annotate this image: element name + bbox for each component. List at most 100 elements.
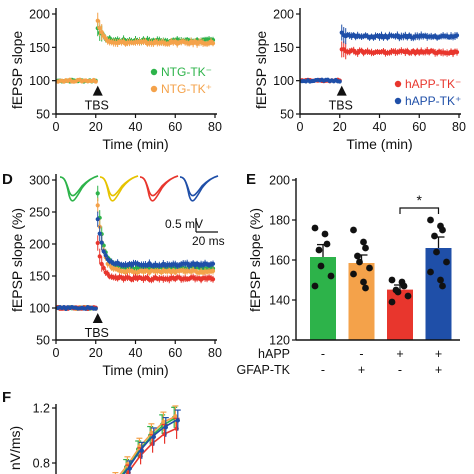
bar-0-point xyxy=(317,262,325,270)
series-0-point xyxy=(101,243,106,248)
y-tick-label: 100 xyxy=(273,74,294,88)
bar-0-point xyxy=(311,224,319,232)
series-3-point xyxy=(99,240,104,245)
bar-2-point xyxy=(388,276,396,284)
x-tick-label: 0 xyxy=(297,120,304,134)
series-2-point xyxy=(101,265,106,271)
y-tick-label: 100 xyxy=(29,302,50,316)
y-axis-label: nV/ms) xyxy=(7,426,23,470)
row-1-cell-3: + xyxy=(435,363,442,377)
x-tick-label: 60 xyxy=(168,346,182,360)
y-tick-label: 100 xyxy=(29,74,50,88)
y-tick-label: 180 xyxy=(269,214,290,228)
scalebar-h-label: 20 ms xyxy=(192,234,225,248)
tbs-arrow xyxy=(92,85,103,96)
bar-3-point xyxy=(437,276,444,284)
bar-3-point xyxy=(443,258,450,266)
bar-3-point xyxy=(431,232,438,240)
series-3-point xyxy=(175,418,180,423)
x-tick-label: 80 xyxy=(452,120,466,134)
bar-1-point xyxy=(366,264,373,272)
series-2-point xyxy=(105,271,110,276)
row-0-cell-2: + xyxy=(396,347,403,361)
legend-1-marker xyxy=(394,97,402,105)
x-tick-label: 40 xyxy=(129,120,143,134)
x-tick-label: 40 xyxy=(129,346,143,360)
series-1-point xyxy=(210,41,216,46)
bar-1-point xyxy=(350,270,357,278)
panel-letter: E xyxy=(246,171,256,188)
panel-e: 120 140 160 180 200 fEPSP slope (%) * hAPP - - + + G… xyxy=(237,171,460,377)
panel-top-right: 50 100 150 200 0 20 40 60 80 Time (min) fEPSP slop… xyxy=(253,8,466,153)
series-3-point xyxy=(103,253,108,258)
tbs-label: TBS xyxy=(85,99,109,113)
x-tick-label: 20 xyxy=(89,346,103,360)
tbs-label: TBS xyxy=(85,326,109,340)
legend-1-label: hAPP-TK⁺ xyxy=(405,94,461,108)
bar-3-point xyxy=(433,248,440,256)
bar-3-point xyxy=(427,268,434,276)
x-tick-label: 60 xyxy=(168,120,182,134)
x-axis-label: Time (min) xyxy=(102,136,168,152)
y-tick-label: 200 xyxy=(273,8,294,22)
panel-top-left: 50 100 150 200 0 20 40 60 80 Time (min) fEPSP slop… xyxy=(9,8,222,153)
y-tick-label: 50 xyxy=(280,108,294,122)
series-0-point xyxy=(454,49,460,55)
y-axis-label: fEPSP slope (%) xyxy=(247,208,263,312)
panel-f: 0.8 1.2 nV/ms) F xyxy=(2,389,181,474)
scalebar-v-label: 0.5 mV xyxy=(165,217,203,231)
y-tick-label: 50 xyxy=(36,334,50,348)
trace-3-pre xyxy=(179,175,219,197)
legend-0-marker xyxy=(150,68,158,76)
bar-0-point xyxy=(321,230,329,238)
series-2-point xyxy=(99,261,104,267)
trace-1-post xyxy=(99,175,139,202)
y-tick-label: 150 xyxy=(29,270,50,284)
x-tick-label: 80 xyxy=(208,346,222,360)
row-1-cell-0: - xyxy=(321,363,325,377)
series-1-point xyxy=(95,18,100,23)
series-1-point xyxy=(97,26,102,31)
y-tick-label: 150 xyxy=(29,41,50,55)
x-tick-label: 20 xyxy=(333,120,347,134)
series-1-point xyxy=(161,419,166,424)
row-0-cell-1: - xyxy=(359,347,363,361)
x-tick-label: 60 xyxy=(412,120,426,134)
bar-2-point xyxy=(388,298,396,306)
bar-1-point xyxy=(350,226,357,234)
series-3-point xyxy=(95,217,100,222)
bar-1-point xyxy=(362,244,369,252)
series-3-point xyxy=(97,231,102,236)
bar-1-point xyxy=(360,238,367,246)
bar-2-point xyxy=(404,292,412,300)
y-axis-label: fEPSP slope (%) xyxy=(9,208,25,312)
series-2-point xyxy=(95,240,100,246)
series-3-point xyxy=(210,261,216,266)
trace-3-post xyxy=(179,175,219,202)
x-tick-label: 20 xyxy=(89,120,103,134)
x-tick-label: 0 xyxy=(53,120,60,134)
bar-0-point xyxy=(323,240,331,248)
series-2-point xyxy=(210,277,216,282)
legend-1-marker xyxy=(150,85,158,93)
x-tick-label: 40 xyxy=(373,120,387,134)
trace-0-pre xyxy=(59,175,99,197)
series-3-point xyxy=(151,434,156,440)
tbs-arrow xyxy=(336,85,347,96)
x-axis-label: Time (min) xyxy=(346,136,412,152)
series-3-point xyxy=(93,306,98,311)
trace-0-post xyxy=(59,175,99,202)
y-tick-label: 140 xyxy=(269,294,290,308)
y-axis-label: fEPSP slope xyxy=(253,31,269,110)
series-3-point xyxy=(127,466,132,471)
tbs-arrow xyxy=(92,313,103,323)
trace-1-pre xyxy=(99,175,139,197)
series-3-point xyxy=(101,249,106,254)
significance-star: * xyxy=(417,192,423,208)
bar-3-point xyxy=(439,226,446,234)
bar-0-point xyxy=(315,246,323,254)
y-tick-label: 200 xyxy=(29,8,50,22)
series-1-point xyxy=(93,79,98,84)
y-tick-label: 150 xyxy=(273,41,294,55)
bar-1-point xyxy=(362,284,369,292)
